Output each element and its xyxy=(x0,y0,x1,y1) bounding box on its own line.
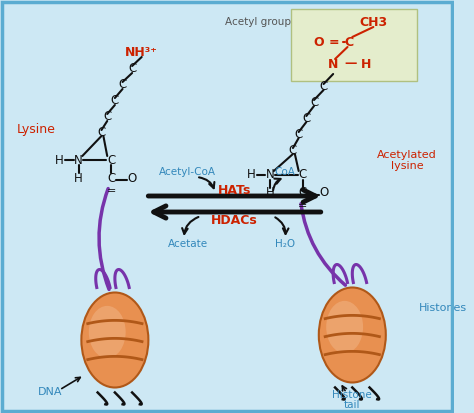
Text: H: H xyxy=(246,169,255,181)
Text: CH3: CH3 xyxy=(359,16,387,28)
Text: C: C xyxy=(310,95,318,109)
Text: C: C xyxy=(103,109,111,123)
Text: H₂O: H₂O xyxy=(275,239,295,249)
Text: =: = xyxy=(298,201,307,211)
Text: DNA: DNA xyxy=(37,387,62,397)
FancyBboxPatch shape xyxy=(291,9,418,81)
Ellipse shape xyxy=(82,292,148,387)
Text: tail: tail xyxy=(344,400,361,410)
Text: —: — xyxy=(344,57,356,71)
Text: C: C xyxy=(319,79,328,93)
Text: C: C xyxy=(97,126,106,138)
Text: Acetyl group: Acetyl group xyxy=(226,17,292,27)
Text: Histone: Histone xyxy=(332,390,372,400)
Text: C: C xyxy=(294,128,303,140)
Ellipse shape xyxy=(326,301,363,353)
Text: H: H xyxy=(55,154,64,166)
Text: C: C xyxy=(128,62,136,74)
Text: NH³⁺: NH³⁺ xyxy=(125,45,158,59)
Text: C: C xyxy=(107,154,115,166)
Text: H: H xyxy=(361,57,371,71)
Text: O: O xyxy=(128,171,137,185)
Text: C: C xyxy=(302,112,310,124)
Text: =: = xyxy=(329,36,339,48)
Ellipse shape xyxy=(319,287,386,382)
Text: O: O xyxy=(319,187,328,199)
Text: C: C xyxy=(111,93,119,107)
Text: H: H xyxy=(265,187,274,199)
Text: Lysine: Lysine xyxy=(17,123,56,137)
Text: Acetylated: Acetylated xyxy=(377,150,437,160)
Text: C: C xyxy=(299,187,307,199)
Text: C: C xyxy=(299,169,307,181)
Text: N: N xyxy=(265,169,274,181)
Text: CoA: CoA xyxy=(275,167,296,177)
Text: =: = xyxy=(106,186,116,196)
Text: C: C xyxy=(289,143,297,157)
Text: Acetate: Acetate xyxy=(168,239,208,249)
Text: lysine: lysine xyxy=(391,161,423,171)
Text: C: C xyxy=(118,78,127,90)
Text: Histones: Histones xyxy=(419,303,467,313)
Text: H: H xyxy=(74,171,83,185)
Text: N: N xyxy=(74,154,83,166)
Text: C: C xyxy=(107,171,115,185)
Text: HATs: HATs xyxy=(218,183,251,197)
Text: HDACs: HDACs xyxy=(211,214,258,226)
Ellipse shape xyxy=(89,306,126,358)
Text: O: O xyxy=(313,36,324,48)
Text: N: N xyxy=(328,57,338,71)
Text: Acetyl-CoA: Acetyl-CoA xyxy=(159,167,216,177)
Text: C: C xyxy=(345,36,354,48)
